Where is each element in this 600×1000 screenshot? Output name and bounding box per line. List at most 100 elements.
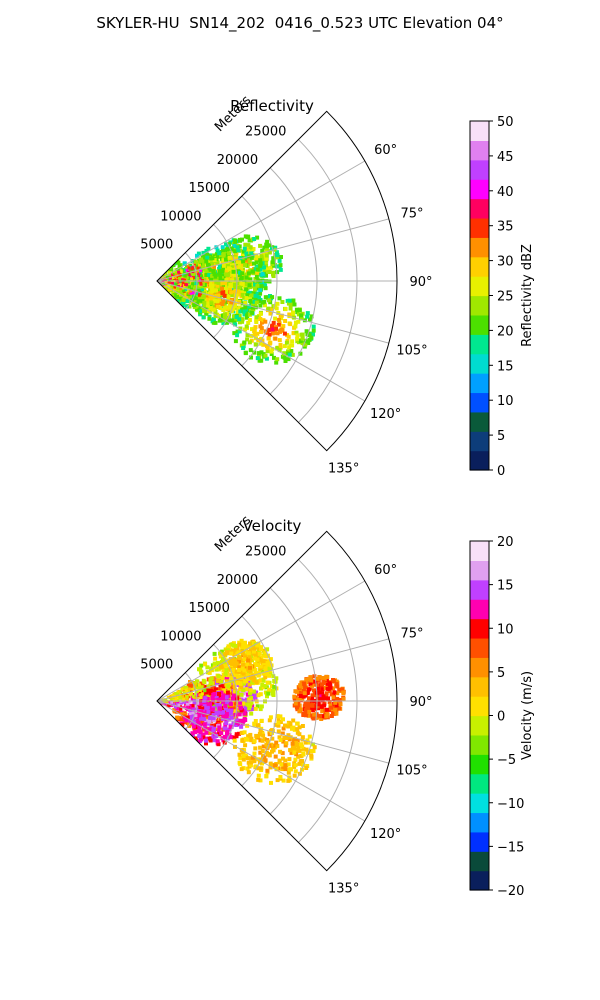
echo-gate <box>171 301 176 306</box>
echo-gate <box>328 685 333 690</box>
echo-gate <box>244 282 249 287</box>
echo-gate <box>258 728 263 733</box>
echo-gate <box>165 295 170 300</box>
echo-gate <box>267 270 272 274</box>
echo-gate <box>291 738 296 742</box>
echo-gate <box>198 706 202 710</box>
echo-gate <box>229 246 234 251</box>
echo-gate <box>201 735 206 740</box>
echo-gate <box>255 663 260 668</box>
echo-gate <box>242 249 246 254</box>
echo-gate <box>295 333 300 338</box>
echo-gate <box>279 255 283 259</box>
echo-gate <box>281 717 285 722</box>
echo-gate <box>158 286 163 291</box>
echo-gate <box>224 668 229 673</box>
echo-gate <box>180 687 184 691</box>
echo-gate <box>238 718 243 723</box>
echo-gate <box>270 260 275 265</box>
echo-gate <box>180 710 185 715</box>
echo-gate <box>270 736 275 741</box>
echo-gate <box>213 277 217 282</box>
echo-gate <box>231 269 236 274</box>
echo-gate <box>300 744 305 749</box>
echo-gate <box>293 701 298 706</box>
echo-gate <box>254 274 259 279</box>
echo-gate <box>187 285 191 289</box>
echo-gate <box>310 693 315 698</box>
echo-gate <box>227 318 232 323</box>
colorbar <box>469 120 493 471</box>
echo-gate <box>264 263 269 268</box>
echo-gate <box>157 289 158 294</box>
echo-gate <box>206 684 211 689</box>
echo-gate <box>242 340 247 345</box>
echo-gate <box>157 269 161 274</box>
echo-gate <box>204 249 209 253</box>
echo-gate <box>221 255 226 260</box>
echo-gate <box>205 665 210 670</box>
echo-gate <box>233 274 237 279</box>
echo-gate <box>291 725 296 730</box>
echo-gate <box>200 274 203 278</box>
echo-gate <box>262 265 266 270</box>
echo-gate <box>215 248 220 253</box>
echo-gate <box>234 651 239 656</box>
echo-gate <box>152 271 156 275</box>
colorbar-swatch <box>470 179 489 200</box>
echo-gate <box>247 283 252 288</box>
echo-gate <box>198 701 203 706</box>
echo-gate <box>243 351 248 356</box>
echo-gate <box>258 745 263 750</box>
colorbar-tick-label: 10 <box>497 394 514 409</box>
colorbar-tick-label: 35 <box>497 220 514 235</box>
echo-gate <box>325 712 330 717</box>
echo-gate <box>213 320 218 325</box>
echo-gate <box>315 686 320 691</box>
azimuth-spoke <box>156 160 366 282</box>
echo-gate <box>259 686 263 691</box>
echo-gate <box>259 350 264 355</box>
echo-gate <box>157 268 159 273</box>
echo-gate <box>188 713 193 718</box>
echo-gate <box>252 287 257 292</box>
echo-gate <box>245 692 250 697</box>
echo-gate <box>200 709 204 713</box>
echo-gate <box>311 688 316 693</box>
echo-gate <box>172 703 176 707</box>
echo-gate <box>259 284 264 289</box>
echo-gate <box>194 263 198 267</box>
echo-gate <box>335 684 340 689</box>
echo-gate <box>220 245 225 250</box>
echo-gate <box>148 287 152 291</box>
echo-gate <box>249 701 254 706</box>
echo-gate <box>244 275 249 280</box>
echo-gate <box>232 282 237 287</box>
echo-gate <box>178 690 182 693</box>
echo-gate <box>164 301 169 306</box>
echo-gate <box>243 743 248 748</box>
echo-gate <box>237 260 242 265</box>
echo-gate <box>225 729 230 734</box>
echo-gate <box>226 684 231 689</box>
echo-gate <box>287 757 292 762</box>
echo-gate <box>243 258 248 263</box>
echo-gate <box>334 682 339 687</box>
echo-gate <box>281 739 286 744</box>
echo-gate <box>199 281 203 285</box>
echo-gate <box>161 282 165 285</box>
echo-gate <box>223 652 228 657</box>
echo-gate <box>241 688 246 693</box>
echo-gate <box>215 660 220 665</box>
echo-gate <box>224 320 229 325</box>
echo-gate <box>271 745 275 750</box>
range-tick-label: 10000 <box>160 629 201 644</box>
echo-gate <box>250 327 254 332</box>
echo-gate <box>235 701 240 705</box>
echo-gate <box>183 278 187 282</box>
echo-gate <box>266 306 271 311</box>
echo-gate <box>241 660 246 665</box>
echo-gate <box>255 704 260 709</box>
colorbar-tick-label: 20 <box>497 324 514 339</box>
echo-gate <box>254 690 259 695</box>
